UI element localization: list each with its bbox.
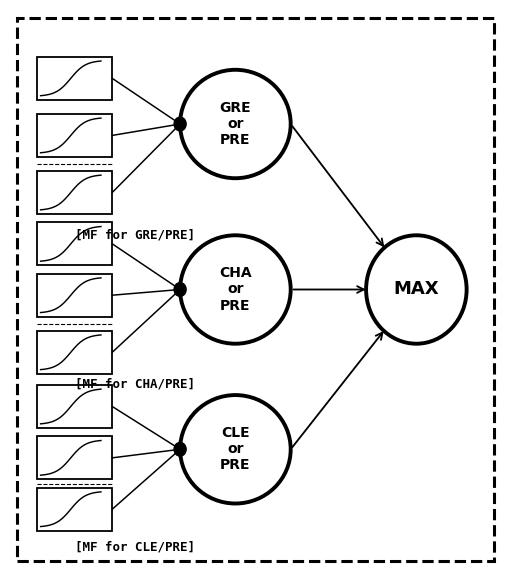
Circle shape bbox=[174, 283, 186, 296]
Bar bbox=[37, 331, 112, 373]
Bar bbox=[37, 385, 112, 428]
Circle shape bbox=[174, 442, 186, 456]
Bar bbox=[37, 274, 112, 317]
Circle shape bbox=[174, 117, 186, 131]
Bar bbox=[37, 114, 112, 157]
Bar bbox=[37, 57, 112, 100]
Bar bbox=[37, 171, 112, 214]
Text: CHA
or
PRE: CHA or PRE bbox=[219, 266, 252, 313]
Text: MAX: MAX bbox=[393, 280, 439, 299]
Bar bbox=[37, 222, 112, 265]
Ellipse shape bbox=[180, 70, 291, 178]
Bar bbox=[37, 488, 112, 530]
Ellipse shape bbox=[180, 395, 291, 504]
Text: CLE
or
PRE: CLE or PRE bbox=[220, 426, 250, 472]
Text: [MF for CLE/PRE]: [MF for CLE/PRE] bbox=[75, 541, 195, 554]
Ellipse shape bbox=[180, 235, 291, 344]
Text: [MF for GRE/PRE]: [MF for GRE/PRE] bbox=[75, 229, 195, 242]
Text: GRE
or
PRE: GRE or PRE bbox=[220, 101, 251, 147]
Ellipse shape bbox=[366, 235, 467, 344]
Text: [MF for CHA/PRE]: [MF for CHA/PRE] bbox=[75, 377, 195, 390]
Bar bbox=[37, 437, 112, 479]
